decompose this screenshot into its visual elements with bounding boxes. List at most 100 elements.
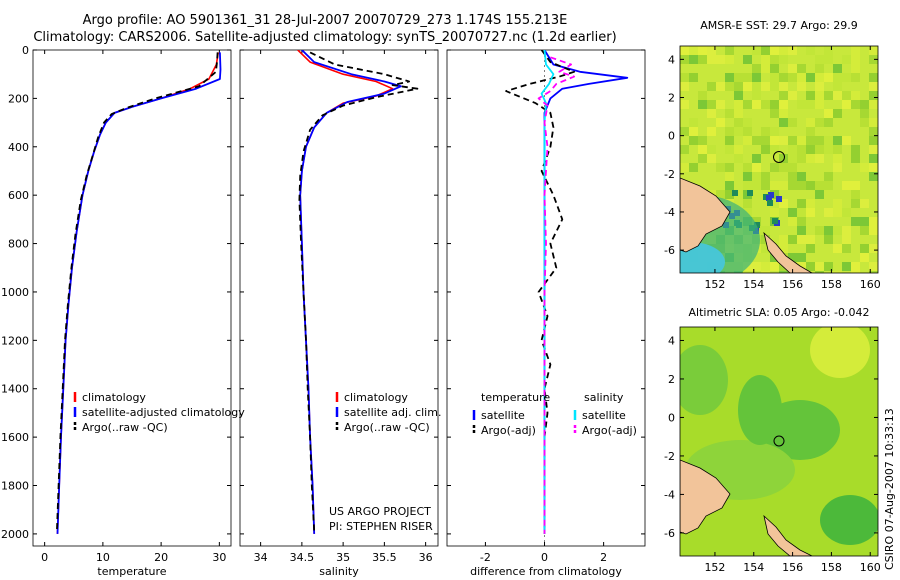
sst-cell — [797, 199, 806, 208]
sst-cell — [824, 262, 833, 271]
sst-cell — [842, 226, 851, 235]
sst-cell — [842, 181, 851, 190]
sst-cell — [680, 163, 689, 172]
sst-cell — [869, 271, 878, 273]
map-x-tick-label: 152 — [704, 278, 725, 291]
sst-cell — [779, 244, 788, 253]
sst-cell — [869, 145, 878, 154]
sst-cell — [776, 196, 782, 202]
sst-cell — [824, 136, 833, 145]
land-new-britain-1 — [763, 231, 813, 273]
sst-cell — [716, 163, 725, 172]
sst-cell — [707, 154, 716, 163]
sst-cell — [851, 190, 860, 199]
sst-cell — [833, 136, 842, 145]
x-tick-label: 36 — [419, 551, 433, 564]
map-y-tick-label: 0 — [668, 130, 675, 143]
sst-cell — [725, 172, 734, 181]
sst-cell — [779, 136, 788, 145]
legend: temperature salinity satellite Argo(-adj) sa… — [472, 391, 637, 437]
sst-cell — [788, 136, 797, 145]
sst-cell — [743, 163, 752, 172]
map-x-tick-label: 154 — [743, 278, 764, 291]
sst-cell — [815, 73, 824, 82]
map-y-tick-label: -2 — [664, 168, 675, 181]
sst-cell — [716, 118, 725, 127]
sst-cell — [869, 136, 878, 145]
panel-frame — [239, 49, 439, 547]
sst-cell — [743, 73, 752, 82]
sst-cell — [752, 217, 761, 226]
sst-cell — [725, 109, 734, 118]
map-x-tick-label: 152 — [704, 561, 725, 574]
sst-cell — [869, 82, 878, 91]
sst-cell — [869, 217, 878, 226]
sst-cell — [743, 100, 752, 109]
sst-cell — [815, 91, 824, 100]
sst-cell — [716, 82, 725, 91]
sst-cell — [779, 118, 788, 127]
sst-cell — [752, 181, 761, 190]
sst-cell — [761, 55, 770, 64]
sst-cell — [680, 100, 689, 109]
sst-cell — [788, 217, 797, 226]
sst-cell — [824, 46, 833, 55]
sst-cell — [833, 91, 842, 100]
sst-cell — [734, 118, 743, 127]
sst-cell — [734, 100, 743, 109]
sst-cell — [806, 181, 815, 190]
sst-cell — [842, 91, 851, 100]
sst-cell — [788, 64, 797, 73]
sst-cell — [734, 145, 743, 154]
series-group — [505, 50, 629, 546]
sst-cell — [869, 163, 878, 172]
sst-cell — [851, 262, 860, 271]
sst-cell — [797, 217, 806, 226]
map-y-tick-label: 2 — [668, 373, 675, 386]
sst-cell — [824, 73, 833, 82]
sst-cell — [725, 163, 734, 172]
sst-cell — [815, 226, 824, 235]
sst-cell — [833, 82, 842, 91]
legend-entry: satellite-adjusted climatology — [82, 406, 245, 419]
series-line-salinity-argo-adj- — [537, 56, 575, 534]
sst-cell — [869, 91, 878, 100]
sst-cell — [725, 181, 734, 190]
sst-cell — [833, 73, 842, 82]
sst-cell — [779, 235, 788, 244]
legend-entry: satellite adj. clim. — [344, 406, 441, 419]
y-tick-label: 1200 — [1, 334, 29, 347]
map-y-tick-label: 4 — [668, 53, 675, 66]
sst-cell — [716, 55, 725, 64]
sst-cell — [767, 200, 773, 206]
sst-cell — [851, 91, 860, 100]
project-line-2: PI: STEPHEN RISER — [329, 520, 433, 533]
sst-cell — [815, 181, 824, 190]
sst-cell — [743, 55, 752, 64]
sst-cell — [761, 136, 770, 145]
legend: climatology satellite adj. clim. Argo(..ra… — [335, 391, 441, 434]
x-tick-label: 35.5 — [372, 551, 397, 564]
legend-entry: climatology — [344, 391, 408, 404]
series-line-temperature-argo-adj- — [505, 50, 575, 534]
x-tick-label: 0 — [541, 551, 548, 564]
sst-cell — [743, 127, 752, 136]
sst-cell — [752, 172, 761, 181]
sst-cell — [860, 199, 869, 208]
sst-cell — [779, 163, 788, 172]
sst-cell — [824, 181, 833, 190]
sst-cell — [824, 109, 833, 118]
sst-cell — [752, 262, 761, 271]
sst-cell — [833, 145, 842, 154]
sst-cell — [788, 208, 797, 217]
x-axis-label: difference from climatology — [470, 565, 622, 578]
sst-cell — [725, 145, 734, 154]
sst-cell — [743, 199, 752, 208]
sst-cell — [797, 82, 806, 91]
sst-cell — [752, 46, 761, 55]
sst-cell — [770, 55, 779, 64]
map-x-tick-label: 160 — [860, 278, 881, 291]
sst-cell — [797, 181, 806, 190]
sst-cell — [707, 82, 716, 91]
